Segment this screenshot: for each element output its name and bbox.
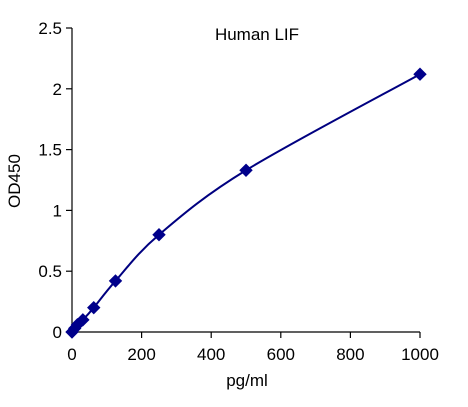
y-tick-label: 0.5 — [38, 262, 62, 281]
chart-title: Human LIF — [215, 25, 299, 44]
data-point-marker — [152, 228, 166, 242]
data-point-marker — [413, 67, 427, 81]
y-tick-label: 2 — [53, 80, 62, 99]
data-point-marker — [87, 300, 101, 315]
data-points — [65, 67, 427, 339]
y-tick-label: 1.5 — [38, 141, 62, 160]
x-tick-label: 600 — [267, 345, 295, 364]
axes — [71, 28, 420, 333]
x-tick-label: 800 — [336, 345, 364, 364]
fit-curve — [71, 73, 421, 333]
y-tick-label: 0 — [53, 323, 62, 342]
x-tick-label: 0 — [67, 345, 76, 364]
y-tick-label: 1 — [53, 201, 62, 220]
y-ticks: 0 0.5 1 1.5 2 2.5 — [38, 19, 72, 342]
data-point-marker — [239, 163, 253, 177]
data-point-marker — [76, 313, 90, 327]
x-tick-label: 400 — [197, 345, 225, 364]
x-tick-label: 1000 — [401, 345, 439, 364]
y-tick-label: 2.5 — [38, 19, 62, 38]
x-tick-label: 200 — [127, 345, 155, 364]
data-point-marker — [108, 274, 123, 288]
x-ticks: 0 200 400 600 800 1000 — [67, 332, 439, 364]
x-axis-title: pg/ml — [226, 371, 268, 390]
y-axis-title: OD450 — [5, 154, 24, 208]
